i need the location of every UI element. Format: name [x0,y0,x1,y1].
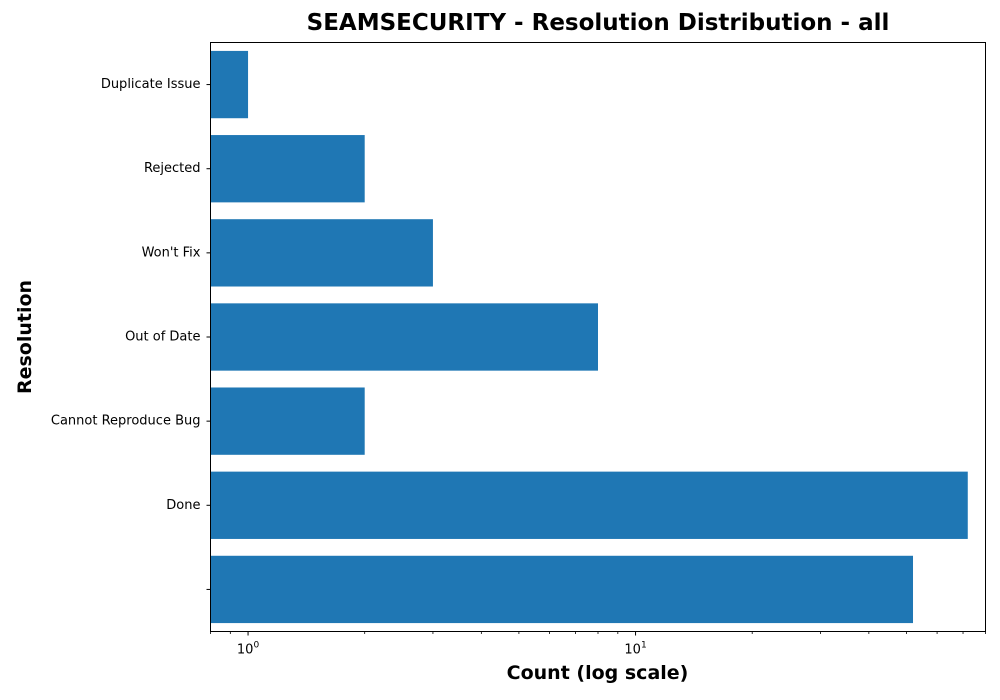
x-axis-ticks: 100 101 [211,632,986,658]
bar [211,51,249,118]
x-axis-label: Count (log scale) [210,662,985,684]
y-tick-label: Done [166,498,200,513]
bar [211,219,433,286]
x-tick-label: 101 [624,641,646,658]
bar [211,472,968,539]
bar [211,303,599,370]
y-tick-label: Won't Fix [142,245,201,260]
bar [211,387,365,454]
bar [211,135,365,202]
bar [211,556,914,623]
y-tick-label: Cannot Reproduce Bug [51,414,201,429]
y-axis-label: Resolution [14,280,36,394]
y-tick-label: Rejected [144,161,201,176]
y-tick-label: Out of Date [125,330,200,345]
x-tick-label: 100 [237,641,260,658]
y-tick-label: Duplicate Issue [101,77,201,92]
bars [211,51,968,623]
y-axis-ticks: Duplicate Issue Rejected Won't Fix Out of D… [51,77,211,589]
